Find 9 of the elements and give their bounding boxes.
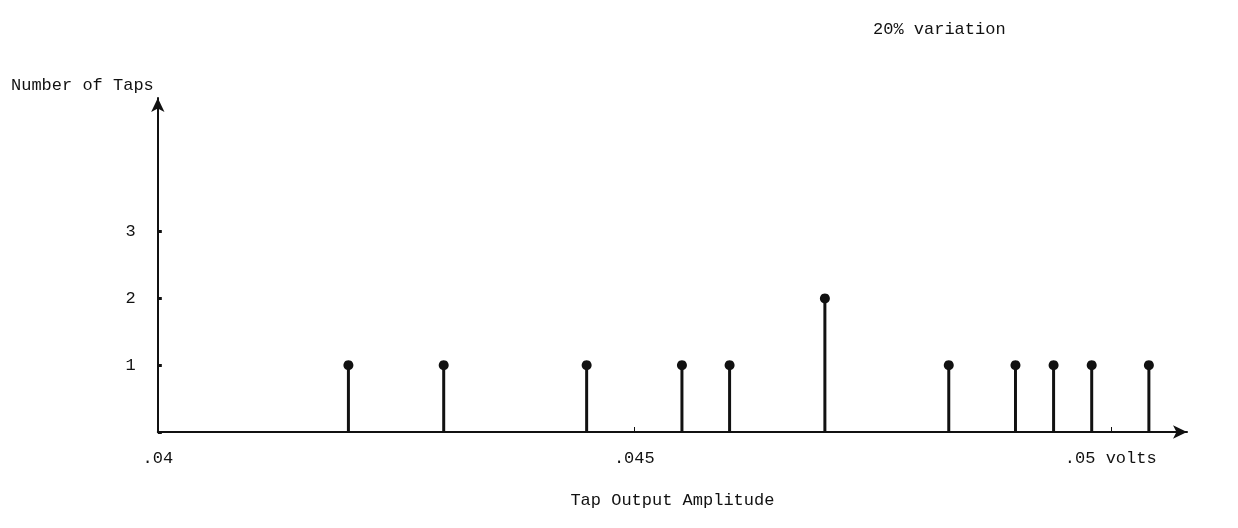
y-tick-label: 1 — [125, 355, 136, 375]
chart-title: 20% variation — [873, 20, 1006, 39]
x-tick-label: .045 — [613, 449, 655, 468]
y-axis-title: Number of Taps — [11, 76, 154, 95]
x-axis-title: Tap Output Amplitude — [570, 491, 775, 510]
y-tick-label: 2 — [125, 288, 136, 308]
x-tick-label: .04 — [142, 449, 174, 468]
x-tick-label: .05 volts — [1064, 449, 1157, 468]
y-tick-label: 3 — [125, 222, 136, 242]
